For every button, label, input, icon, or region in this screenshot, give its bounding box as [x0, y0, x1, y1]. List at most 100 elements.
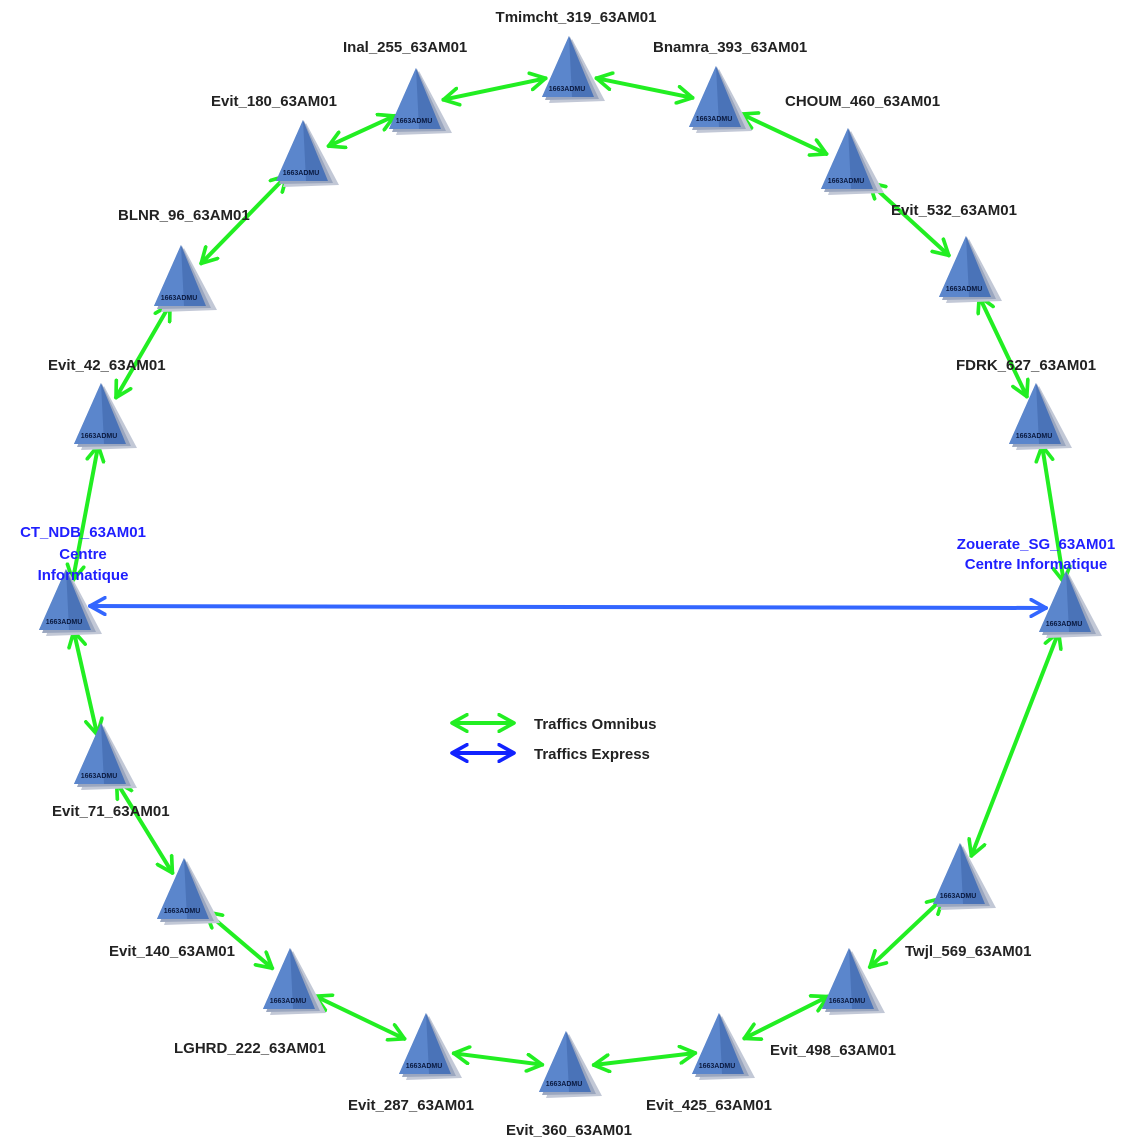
links-layer: [73, 78, 1064, 1065]
node-tmimcht[interactable]: 1663ADMU: [542, 36, 605, 103]
node-label-zouerate: Centre Informatique: [965, 556, 1108, 573]
link-omnibus-evit532-fdrk: [979, 294, 1027, 399]
node-label-evit498: Evit_498_63AM01: [770, 1042, 896, 1059]
node-highlight: [74, 383, 104, 444]
node-label-tmimcht: Tmimcht_319_63AM01: [496, 9, 657, 26]
node-label-zouerate: Zouerate_SG_63AM01: [957, 536, 1115, 553]
link-omnibus-evit498-evit425: [742, 997, 830, 1039]
node-model-label: 1663ADMU: [46, 619, 83, 626]
node-model-label: 1663ADMU: [946, 286, 983, 293]
link-omnibus-evit140-evit71: [114, 780, 175, 875]
node-evit532[interactable]: 1663ADMU: [939, 236, 1002, 303]
link-omnibus-evit360-evit287: [451, 1053, 545, 1064]
node-model-label: 1663ADMU: [828, 178, 865, 185]
node-model-label: 1663ADMU: [829, 998, 866, 1005]
node-label-evit140: Evit_140_63AM01: [109, 943, 235, 960]
node-label-twjl: Twjl_569_63AM01: [905, 943, 1031, 960]
node-evit180[interactable]: 1663ADMU: [276, 120, 339, 187]
node-label-choum: CHOUM_460_63AM01: [785, 93, 940, 110]
node-highlight: [399, 1013, 429, 1074]
node-evit71[interactable]: 1663ADMU: [74, 723, 137, 790]
link-omnibus-evit287-lghrd: [313, 996, 407, 1039]
node-label-lghrd: LGHRD_222_63AM01: [174, 1040, 326, 1057]
node-label-ctndb: Centre: [59, 546, 107, 563]
node-model-label: 1663ADMU: [1016, 433, 1053, 440]
node-choum[interactable]: 1663ADMU: [821, 128, 884, 195]
link-omnibus-evit180-inal: [326, 116, 397, 146]
node-label-evit532: Evit_532_63AM01: [891, 202, 1017, 219]
node-highlight: [539, 1031, 569, 1092]
node-twjl[interactable]: 1663ADMU: [933, 843, 996, 910]
node-lghrd[interactable]: 1663ADMU: [263, 948, 326, 1015]
node-highlight: [542, 36, 572, 97]
node-label-evit180: Evit_180_63AM01: [211, 93, 337, 110]
node-model-label: 1663ADMU: [406, 1063, 443, 1070]
node-bnamra[interactable]: 1663ADMU: [689, 66, 752, 133]
node-highlight: [692, 1013, 722, 1074]
node-model-label: 1663ADMU: [396, 118, 433, 125]
node-model-label: 1663ADMU: [270, 998, 307, 1005]
legend-express-label: Traffics Express: [534, 746, 650, 763]
node-blnr[interactable]: 1663ADMU: [154, 245, 217, 312]
node-label-bnamra: Bnamra_393_63AM01: [653, 39, 807, 56]
nodes-layer: 1663ADMU 1663ADMU 1663ADMU 1663ADMU 1663ADMU…: [39, 36, 1102, 1098]
node-model-label: 1663ADMU: [940, 893, 977, 900]
link-omnibus-fdrk-zouerate: [1042, 443, 1064, 585]
node-highlight: [939, 236, 969, 297]
link-omnibus-twjl-evit498: [867, 895, 946, 970]
node-highlight: [1039, 571, 1069, 632]
node-evit498[interactable]: 1663ADMU: [822, 948, 885, 1015]
node-model-label: 1663ADMU: [696, 116, 733, 123]
node-highlight: [74, 723, 104, 784]
link-omnibus-zouerate-twjl: [971, 630, 1058, 858]
node-label-evit42: Evit_42_63AM01: [48, 357, 166, 374]
node-model-label: 1663ADMU: [161, 295, 198, 302]
node-label-evit360: Evit_360_63AM01: [506, 1122, 632, 1139]
node-highlight: [263, 948, 293, 1009]
node-highlight: [689, 66, 719, 127]
node-highlight: [822, 948, 852, 1009]
link-omnibus-blnr-evit180: [199, 173, 289, 266]
link-omnibus-evit42-blnr: [114, 302, 172, 400]
link-omnibus-choum-evit532: [867, 180, 951, 258]
node-label-evit71: Evit_71_63AM01: [52, 803, 170, 820]
node-model-label: 1663ADMU: [549, 86, 586, 93]
node-evit42[interactable]: 1663ADMU: [74, 383, 137, 450]
node-highlight: [276, 120, 306, 181]
node-inal[interactable]: 1663ADMU: [389, 68, 452, 135]
node-zouerate[interactable]: 1663ADMU: [1039, 571, 1102, 638]
node-highlight: [39, 569, 69, 630]
node-evit425[interactable]: 1663ADMU: [692, 1013, 755, 1080]
node-model-label: 1663ADMU: [81, 773, 118, 780]
node-model-label: 1663ADMU: [546, 1081, 583, 1088]
node-model-label: 1663ADMU: [699, 1063, 736, 1070]
node-highlight: [154, 245, 184, 306]
node-label-ctndb: CT_NDB_63AM01: [20, 524, 146, 541]
link-omnibus-evit425-evit360: [591, 1053, 698, 1065]
legend-omnibus-label: Traffics Omnibus: [534, 716, 657, 733]
link-omnibus-inal-tmimcht: [441, 78, 548, 99]
node-fdrk[interactable]: 1663ADMU: [1009, 383, 1072, 450]
node-evit287[interactable]: 1663ADMU: [399, 1013, 462, 1080]
legend: Traffics Omnibus Traffics Express: [452, 716, 657, 763]
node-model-label: 1663ADMU: [81, 433, 118, 440]
node-label-inal: Inal_255_63AM01: [343, 39, 467, 56]
node-highlight: [1009, 383, 1039, 444]
node-highlight: [389, 68, 419, 129]
node-evit360[interactable]: 1663ADMU: [539, 1031, 602, 1098]
labels-layer: Tmimcht_319_63AM01 Bnamra_393_63AM01 CHOUM…: [20, 9, 1115, 1139]
link-omnibus-ctndb-evit42: [73, 443, 98, 583]
node-label-fdrk: FDRK_627_63AM01: [956, 357, 1096, 374]
node-model-label: 1663ADMU: [283, 170, 320, 177]
node-model-label: 1663ADMU: [1046, 621, 1083, 628]
node-label-ctndb: Informatique: [38, 567, 129, 584]
link-omnibus-evit71-ctndb: [74, 629, 97, 737]
node-highlight: [157, 858, 187, 919]
node-highlight: [821, 128, 851, 189]
node-label-evit425: Evit_425_63AM01: [646, 1097, 772, 1114]
node-ctndb[interactable]: 1663ADMU: [39, 569, 102, 636]
node-evit140[interactable]: 1663ADMU: [157, 858, 220, 925]
link-express-ctndb-zouerate: [88, 606, 1048, 608]
node-model-label: 1663ADMU: [164, 908, 201, 915]
